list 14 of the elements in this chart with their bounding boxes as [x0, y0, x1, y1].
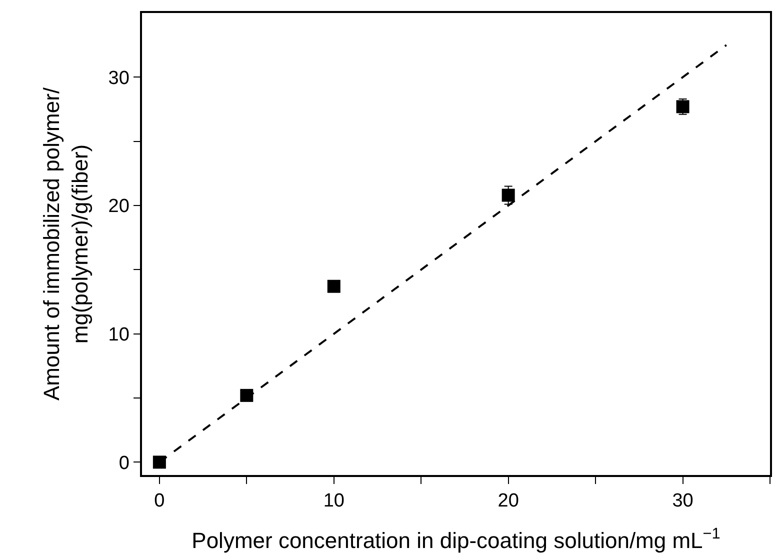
y-tick-label: 0 [118, 452, 130, 474]
y-tick-label: 30 [108, 68, 130, 89]
x-tick-label: 30 [672, 490, 694, 512]
y-axis-title: Amount of immobilized polymer/ mg(polymer)/g(fiber) [39, 86, 93, 401]
point [327, 280, 340, 293]
y-tick-label: 20 [108, 196, 130, 218]
x-tick-label: 20 [498, 490, 519, 512]
point [152, 456, 166, 469]
x-tick-label: 0 [154, 490, 165, 512]
point [502, 188, 515, 202]
y-tick-label: 10 [108, 324, 130, 346]
x-tick-label: 10 [323, 490, 344, 512]
x-axis-title: Polymer concentration in dip-coating solution/mg mL$^{−1}$ [192, 526, 720, 553]
point [240, 388, 254, 402]
